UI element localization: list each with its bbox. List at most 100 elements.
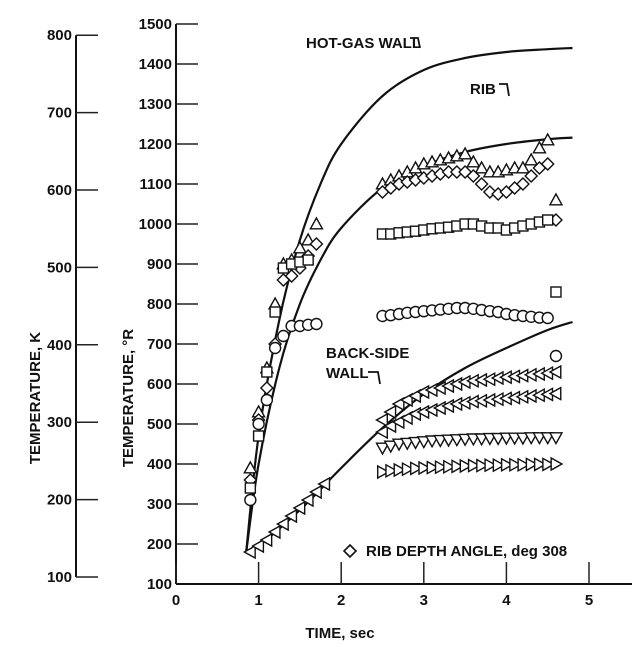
- legend-diamond-icon: [342, 543, 358, 559]
- y-tick-label-rankine: 500: [147, 416, 172, 433]
- leader-hot-gas-wall: [410, 37, 421, 49]
- circle-point: [260, 393, 274, 407]
- triangle-right-point: [542, 457, 556, 472]
- triangle-right-point: [434, 460, 448, 475]
- x-tick-label: 4: [502, 592, 511, 609]
- triangle-up-point: [532, 140, 547, 154]
- triangle-down-point: [490, 432, 506, 446]
- triangle-down-point: [433, 434, 448, 448]
- y-tick-label-rankine: 1400: [139, 56, 172, 73]
- y-tick-label-kelvin: 100: [47, 569, 72, 586]
- triangle-down-point: [441, 434, 456, 448]
- triangle-right-point: [525, 457, 539, 472]
- triangle-right-point: [426, 460, 440, 475]
- y-tick-label-rankine: 300: [147, 496, 172, 513]
- triangle-right-point: [467, 458, 481, 473]
- triangle-left-point: [548, 386, 562, 401]
- circle-point: [244, 493, 257, 507]
- y-tick-label-kelvin: 700: [47, 105, 72, 122]
- triangle-right-point: [550, 456, 564, 472]
- triangle-left-point: [383, 404, 397, 420]
- square-point: [252, 430, 265, 442]
- triangle-left-point: [300, 492, 314, 508]
- triangle-down-point: [400, 437, 415, 451]
- triangle-up-point: [515, 160, 531, 174]
- circle-point: [277, 329, 290, 343]
- circle-point: [252, 417, 265, 431]
- triangle-left-point: [399, 392, 413, 408]
- triangle-down-point: [408, 436, 423, 450]
- triangle-left-point: [375, 412, 388, 428]
- triangle-up-point: [548, 192, 564, 206]
- circle-point: [268, 341, 282, 355]
- triangle-left-point: [251, 538, 265, 554]
- triangle-right-point: [484, 458, 498, 473]
- triangle-right-point: [509, 457, 523, 472]
- triangle-down-point: [375, 442, 390, 456]
- triangle-up-point: [474, 160, 489, 174]
- diamond-point: [524, 169, 539, 183]
- diamond-point: [474, 177, 489, 191]
- square-point: [550, 286, 562, 298]
- triangle-right-point: [401, 462, 415, 477]
- triangle-left-point: [267, 524, 281, 540]
- triangle-down-point: [449, 434, 465, 448]
- triangle-down-point: [457, 433, 473, 447]
- circle-point: [541, 311, 554, 325]
- triangle-right-point: [500, 457, 514, 472]
- triangle-left-point: [308, 484, 322, 500]
- triangle-left-point: [284, 508, 298, 524]
- circle-point: [310, 317, 323, 331]
- legend-text: RIB DEPTH ANGLE, deg 308: [366, 543, 567, 560]
- triangle-up-point: [309, 216, 324, 230]
- square-point: [269, 306, 281, 318]
- triangle-right-point: [377, 464, 390, 480]
- triangle-left-point: [391, 396, 405, 412]
- triangle-down-point: [383, 440, 398, 454]
- triangle-left-point: [548, 364, 562, 380]
- labels: TEMPERATURE, K TEMPERATURE, °R TIME, sec…: [27, 35, 567, 642]
- diamond-point: [259, 381, 274, 395]
- triangle-right-point: [476, 458, 490, 473]
- leader-back-side-wall: [368, 371, 381, 385]
- triangle-right-point: [385, 463, 399, 478]
- diamond-point: [466, 169, 481, 183]
- y-axis-label-kelvin: TEMPERATURE, K: [27, 332, 44, 464]
- triangle-down-point: [391, 438, 407, 452]
- triangle-down-point: [474, 433, 489, 447]
- triangle-up-point: [466, 154, 481, 168]
- y-tick-label-rankine: 400: [147, 456, 172, 473]
- triangle-left-point: [399, 410, 413, 426]
- y-tick-label-rankine: 100: [147, 576, 172, 593]
- curve-hot-gas-wall: [245, 46, 573, 553]
- triangle-down-point: [515, 432, 531, 446]
- diamond-point: [309, 237, 324, 251]
- y-tick-label-rankine: 1100: [139, 176, 172, 193]
- triangle-left-point: [391, 414, 405, 430]
- triangle-down-point: [424, 435, 440, 449]
- y-tick-label-kelvin: 300: [47, 414, 72, 431]
- triangle-right-point: [517, 457, 531, 472]
- triangle-up-point: [292, 240, 308, 254]
- triangle-down-point: [416, 436, 431, 450]
- square-point: [302, 254, 314, 266]
- triangle-right-point: [451, 459, 465, 474]
- triangle-right-point: [492, 458, 506, 473]
- triangle-left-point: [408, 388, 422, 404]
- x-tick-label: 1: [254, 592, 262, 609]
- square-point: [542, 214, 554, 226]
- triangle-left-point: [259, 532, 273, 548]
- y-tick-label-rankine: 1300: [139, 96, 172, 113]
- triangle-up-point: [243, 460, 258, 474]
- triangle-left-point: [375, 424, 388, 440]
- data-points: [242, 132, 564, 560]
- triangle-left-point: [383, 418, 397, 434]
- triangle-left-point: [317, 476, 331, 492]
- y-tick-label-rankine: 900: [147, 256, 172, 273]
- y-axis-label-rankine: TEMPERATURE, °R: [120, 329, 137, 467]
- triangle-right-point: [533, 457, 547, 472]
- triangle-right-point: [459, 458, 473, 474]
- y-tick-label-rankine: 200: [147, 536, 172, 553]
- triangle-up-point: [457, 146, 473, 160]
